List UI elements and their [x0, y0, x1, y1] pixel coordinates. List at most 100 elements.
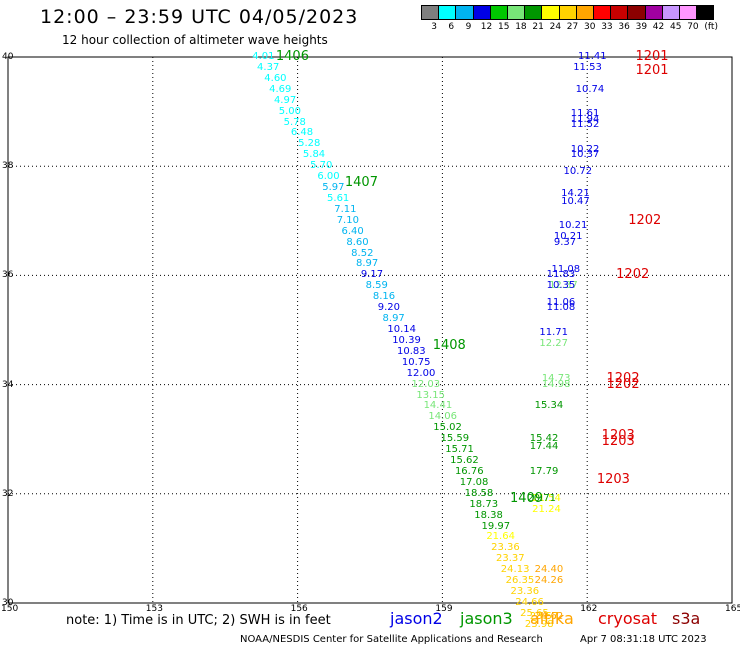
swh-value: 5.00	[278, 105, 302, 117]
swh-value: 4.69	[269, 83, 292, 95]
revolution-label: 1407	[344, 174, 378, 190]
swh-value: 11.52	[570, 119, 600, 131]
swh-value: 11.71	[539, 326, 569, 338]
scale-label: (ft)	[704, 22, 718, 32]
note: note: 1) Time is in UTC; 2) SWH is in fe…	[66, 613, 331, 628]
swh-value: 8.97	[356, 258, 379, 270]
scale-label: 42	[652, 22, 665, 32]
scale-label: 70	[687, 22, 699, 32]
legend-jason3: jason3	[460, 609, 513, 628]
swh-value: 5.84	[302, 149, 326, 161]
swh-value: 24.62	[534, 610, 564, 622]
swh-value: 18.38	[474, 509, 503, 521]
revolution-label: 1202	[606, 371, 640, 387]
swh-value: 11.08	[551, 263, 581, 275]
y-tick-label: 34	[2, 379, 14, 390]
swh-value: 7.11	[334, 203, 357, 215]
revolution-label: 1409	[509, 491, 544, 507]
swh-value: 10.21	[558, 220, 588, 232]
swh-value: 21.54	[532, 493, 561, 505]
swh-value: 10.22	[570, 143, 600, 155]
swh-value: 10.75	[401, 356, 431, 368]
scale-label: 21	[532, 22, 544, 32]
swh-value: 14.06	[428, 411, 458, 423]
swh-value: 13.15	[416, 389, 445, 401]
swh-value: 4.01	[252, 51, 275, 62]
swh-value: 24.26	[534, 575, 564, 587]
swh-value: 10.74	[575, 83, 605, 95]
swh-value: 10.83	[397, 345, 426, 357]
swh-value: 15.34	[534, 400, 564, 412]
swh-value: 9.37	[553, 236, 577, 248]
swh-value: 11.61	[570, 108, 600, 120]
swh-value: 4.60	[264, 72, 287, 84]
swh-value: 12.03	[411, 378, 441, 390]
footer-timestamp: Apr 7 08:31:18 UTC 2023	[580, 634, 707, 645]
swh-value: 21.24	[532, 504, 561, 516]
x-tick-label: 150	[1, 604, 19, 614]
swh-value: 24.40	[534, 564, 564, 576]
y-tick-label: 32	[2, 488, 14, 499]
swh-value: 4.97	[273, 94, 297, 106]
x-tick-label: 153	[145, 604, 163, 614]
swh-value: 15.59	[440, 433, 470, 445]
x-tick-label: 165	[725, 604, 740, 614]
swh-value: 11.83	[546, 269, 576, 281]
y-tick-label: 40	[2, 52, 14, 62]
x-tick-label: 156	[290, 604, 308, 614]
revolution-label: 1203	[596, 472, 630, 488]
revolution-label: 1202	[606, 376, 640, 392]
swh-value: 8.60	[346, 236, 369, 248]
swh-value: 14.21	[561, 187, 590, 199]
footer-credit: NOAA/NESDIS Center for Satellite Applica…	[240, 634, 543, 645]
swh-value: 5.28	[298, 138, 321, 150]
swh-value: 5.70	[310, 160, 333, 172]
legend-jason2: jason2	[390, 609, 443, 628]
swh-value: 15.42	[529, 433, 559, 445]
x-tick-label: 162	[580, 604, 598, 614]
swh-value: 20.71	[527, 493, 556, 505]
swh-value: 8.52	[351, 247, 374, 259]
swh-value: 11.53	[573, 61, 602, 73]
swh-value: 25.65	[520, 607, 549, 619]
swh-value: 15.02	[433, 422, 462, 434]
swh-value: 17.44	[529, 441, 559, 453]
scale-label: 27	[566, 22, 579, 32]
swh-value: 24.66	[515, 597, 544, 608]
swh-value: 23.57	[529, 610, 559, 622]
revolution-label: 1202	[628, 212, 662, 228]
swh-value: 15.71	[445, 444, 474, 456]
scale-label: 18	[515, 22, 527, 32]
y-tick-label: 38	[2, 161, 14, 172]
legend-cryosat: cryosat	[598, 609, 658, 628]
swh-value: 7.10	[336, 214, 359, 226]
swh-value: 10.21	[553, 231, 583, 243]
legend-altika: altika	[530, 609, 574, 628]
scale-label: 30	[584, 22, 596, 32]
swh-value: 15.62	[450, 455, 479, 467]
scale-label: 12	[480, 22, 493, 32]
scale-label: 3	[431, 22, 437, 32]
swh-value: 8.97	[382, 313, 405, 325]
scale-label: 33	[601, 22, 613, 32]
swh-value: 5.97	[322, 182, 345, 194]
swh-value: 10.39	[392, 334, 421, 346]
y-tick-label: 36	[2, 270, 14, 281]
chart-title: 12:00 – 23:59 UTC 04/05/2023	[40, 6, 359, 28]
scale-label: 36	[618, 22, 630, 32]
swh-value: 14.41	[423, 400, 453, 412]
scale-label: 6	[448, 22, 455, 32]
revolution-label: 1203	[601, 428, 635, 444]
swh-value: 9.20	[377, 302, 400, 314]
swh-value: 8.59	[365, 280, 388, 292]
scale-label: 9	[465, 22, 472, 32]
swh-value: 17.79	[529, 465, 559, 477]
swh-value: 5.61	[327, 192, 350, 204]
swh-value: 23.98	[524, 618, 554, 630]
swh-value: 10.14	[387, 324, 416, 335]
revolution-label: 1203	[601, 433, 635, 449]
swh-value: 26.35	[505, 575, 535, 587]
swh-value: 11.08	[546, 302, 576, 314]
swh-value: 6.40	[341, 225, 364, 237]
scale-label: 45	[670, 22, 682, 32]
